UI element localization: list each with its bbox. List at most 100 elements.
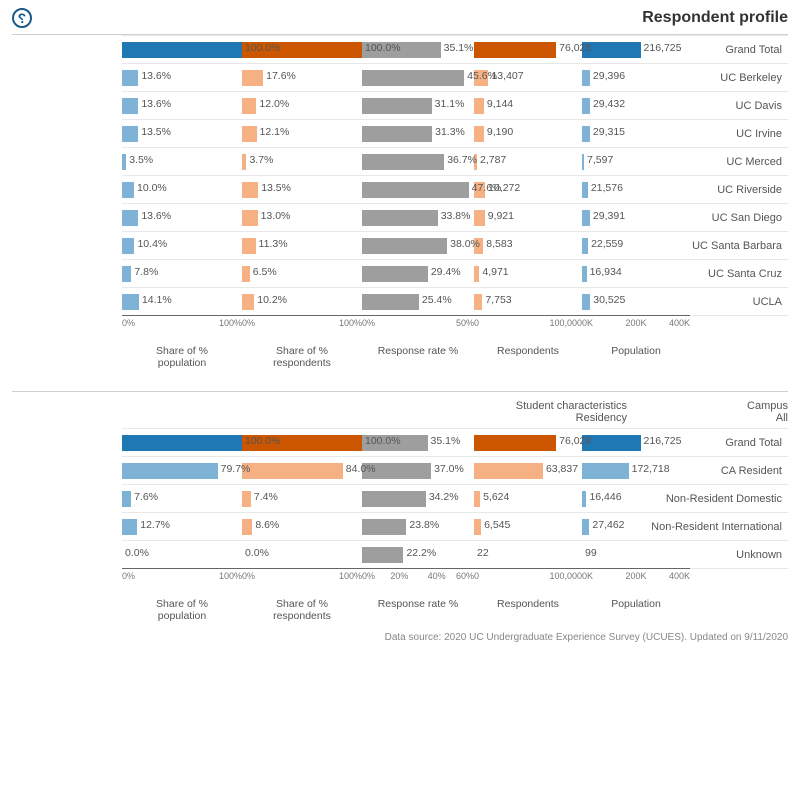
row-label: Unknown [690,540,788,568]
bar-cell: 2,787 [474,147,582,175]
bar-cell: 17.6% [242,63,362,91]
bar [582,182,588,198]
bar-value: 9,190 [487,126,513,138]
bar-cell: 216,725 [582,428,690,456]
row-label: UC Santa Cruz [690,259,788,287]
bar-value: 29,391 [593,210,625,222]
column-header: Population [582,343,690,371]
axis-tick: 200K [625,318,646,328]
bar [362,547,403,563]
bar-cell: 33.8% [362,203,474,231]
axis-tick: 100,000 [549,571,582,581]
filter-label: Campus [747,400,788,412]
bar [362,98,432,114]
bar-value: 216,725 [644,435,682,447]
bar-value: 29.4% [431,266,461,278]
bar-value: 6,545 [484,519,510,531]
bar [122,70,138,86]
row-label: Grand Total [690,35,788,63]
bar-cell: 38.0% [362,231,474,259]
bar [474,491,480,507]
bar [122,210,138,226]
row-label: UC Davis [690,91,788,119]
bar-value: 9,144 [487,98,513,110]
axis-tick: 60% [456,571,474,581]
bar-cell: 7.4% [242,484,362,512]
bar-value: 9,921 [488,210,514,222]
bar-cell: 13.0% [242,203,362,231]
bar-cell: 216,725 [582,35,690,63]
filter-label: Student characteristics [516,400,627,412]
column-header: % Share of population [122,343,242,371]
bar-value: 8,583 [486,238,512,250]
axis-tick: 100% [339,571,362,581]
bar-value: 3.7% [249,154,273,166]
bar [474,98,484,114]
bar-value: 29,432 [593,98,625,110]
bar-value: 29,396 [593,70,625,82]
column-header: Respondents [474,343,582,371]
bar-cell: 12.0% [242,91,362,119]
bar-cell: 34.2% [362,484,474,512]
bar-value: 5,624 [483,491,509,503]
bar-cell: 100.0% [122,428,242,456]
data-source-footer: Data source: 2020 UC Undergraduate Exper… [12,632,788,643]
axis-spacer [690,568,788,596]
axis-tick: 0% [122,571,135,581]
bar-cell: 16,934 [582,259,690,287]
axis-tick: 0% [242,318,255,328]
bar [582,491,586,507]
help-icon[interactable]: ? [12,8,32,28]
bar-value: 99 [585,547,597,559]
axis-tick: 20% [390,571,408,581]
bar-value: 23.8% [409,519,439,531]
bar-cell: 13.5% [242,175,362,203]
bar-cell: 25.4% [362,287,474,315]
header-spacer [690,596,788,624]
bar [122,126,138,142]
axis-cell: 0100,000 [474,568,582,596]
row-label: UC San Diego [690,203,788,231]
panel: CampusAll Student characteristicsResidenc… [12,391,788,624]
bar-cell: 63,837 [474,456,582,484]
bar-value: 216,725 [644,42,682,54]
bar-cell: 9,144 [474,91,582,119]
bar-value: 47.6% [472,182,502,194]
page-title: Respondent profile [642,9,788,27]
bar-cell: 36.7% [362,147,474,175]
bar-value: 63,837 [546,463,578,475]
axis-cell: 0%100% [242,315,362,343]
bar-cell: 4,971 [474,259,582,287]
row-label: UC Santa Barbara [690,231,788,259]
bar [474,210,485,226]
bar-value: 10.0% [137,182,167,194]
bar-value: 17.6% [266,70,296,82]
bar-cell: 6,545 [474,512,582,540]
bar-value: 33.8% [441,210,471,222]
bar-value: 0.0% [245,547,269,559]
bar-cell: 27,462 [582,512,690,540]
axis-tick: 0% [242,571,255,581]
bar-cell: 99 [582,540,690,568]
bar [122,463,218,479]
panel: Grand Total216,72576,02835.1%100.0%100.0… [12,34,788,371]
filter[interactable]: Student characteristicsResidency [516,400,627,424]
bar-cell: 7,753 [474,287,582,315]
bar-cell: 14.1% [122,287,242,315]
bar-value: 22.2% [406,547,436,559]
bar [582,210,590,226]
row-label: UC Merced [690,147,788,175]
bar-cell: 10.4% [122,231,242,259]
bar [242,491,251,507]
bar [474,294,482,310]
bar-cell: 37.0% [362,456,474,484]
bar-cell: 5,624 [474,484,582,512]
bar-value: 22,559 [591,238,623,250]
bar-value: 7,597 [587,154,613,166]
bar [122,238,134,254]
bar [582,154,584,170]
bar [362,210,438,226]
filter[interactable]: CampusAll [747,400,788,424]
axis-tick: 0% [122,318,135,328]
bar [474,126,484,142]
